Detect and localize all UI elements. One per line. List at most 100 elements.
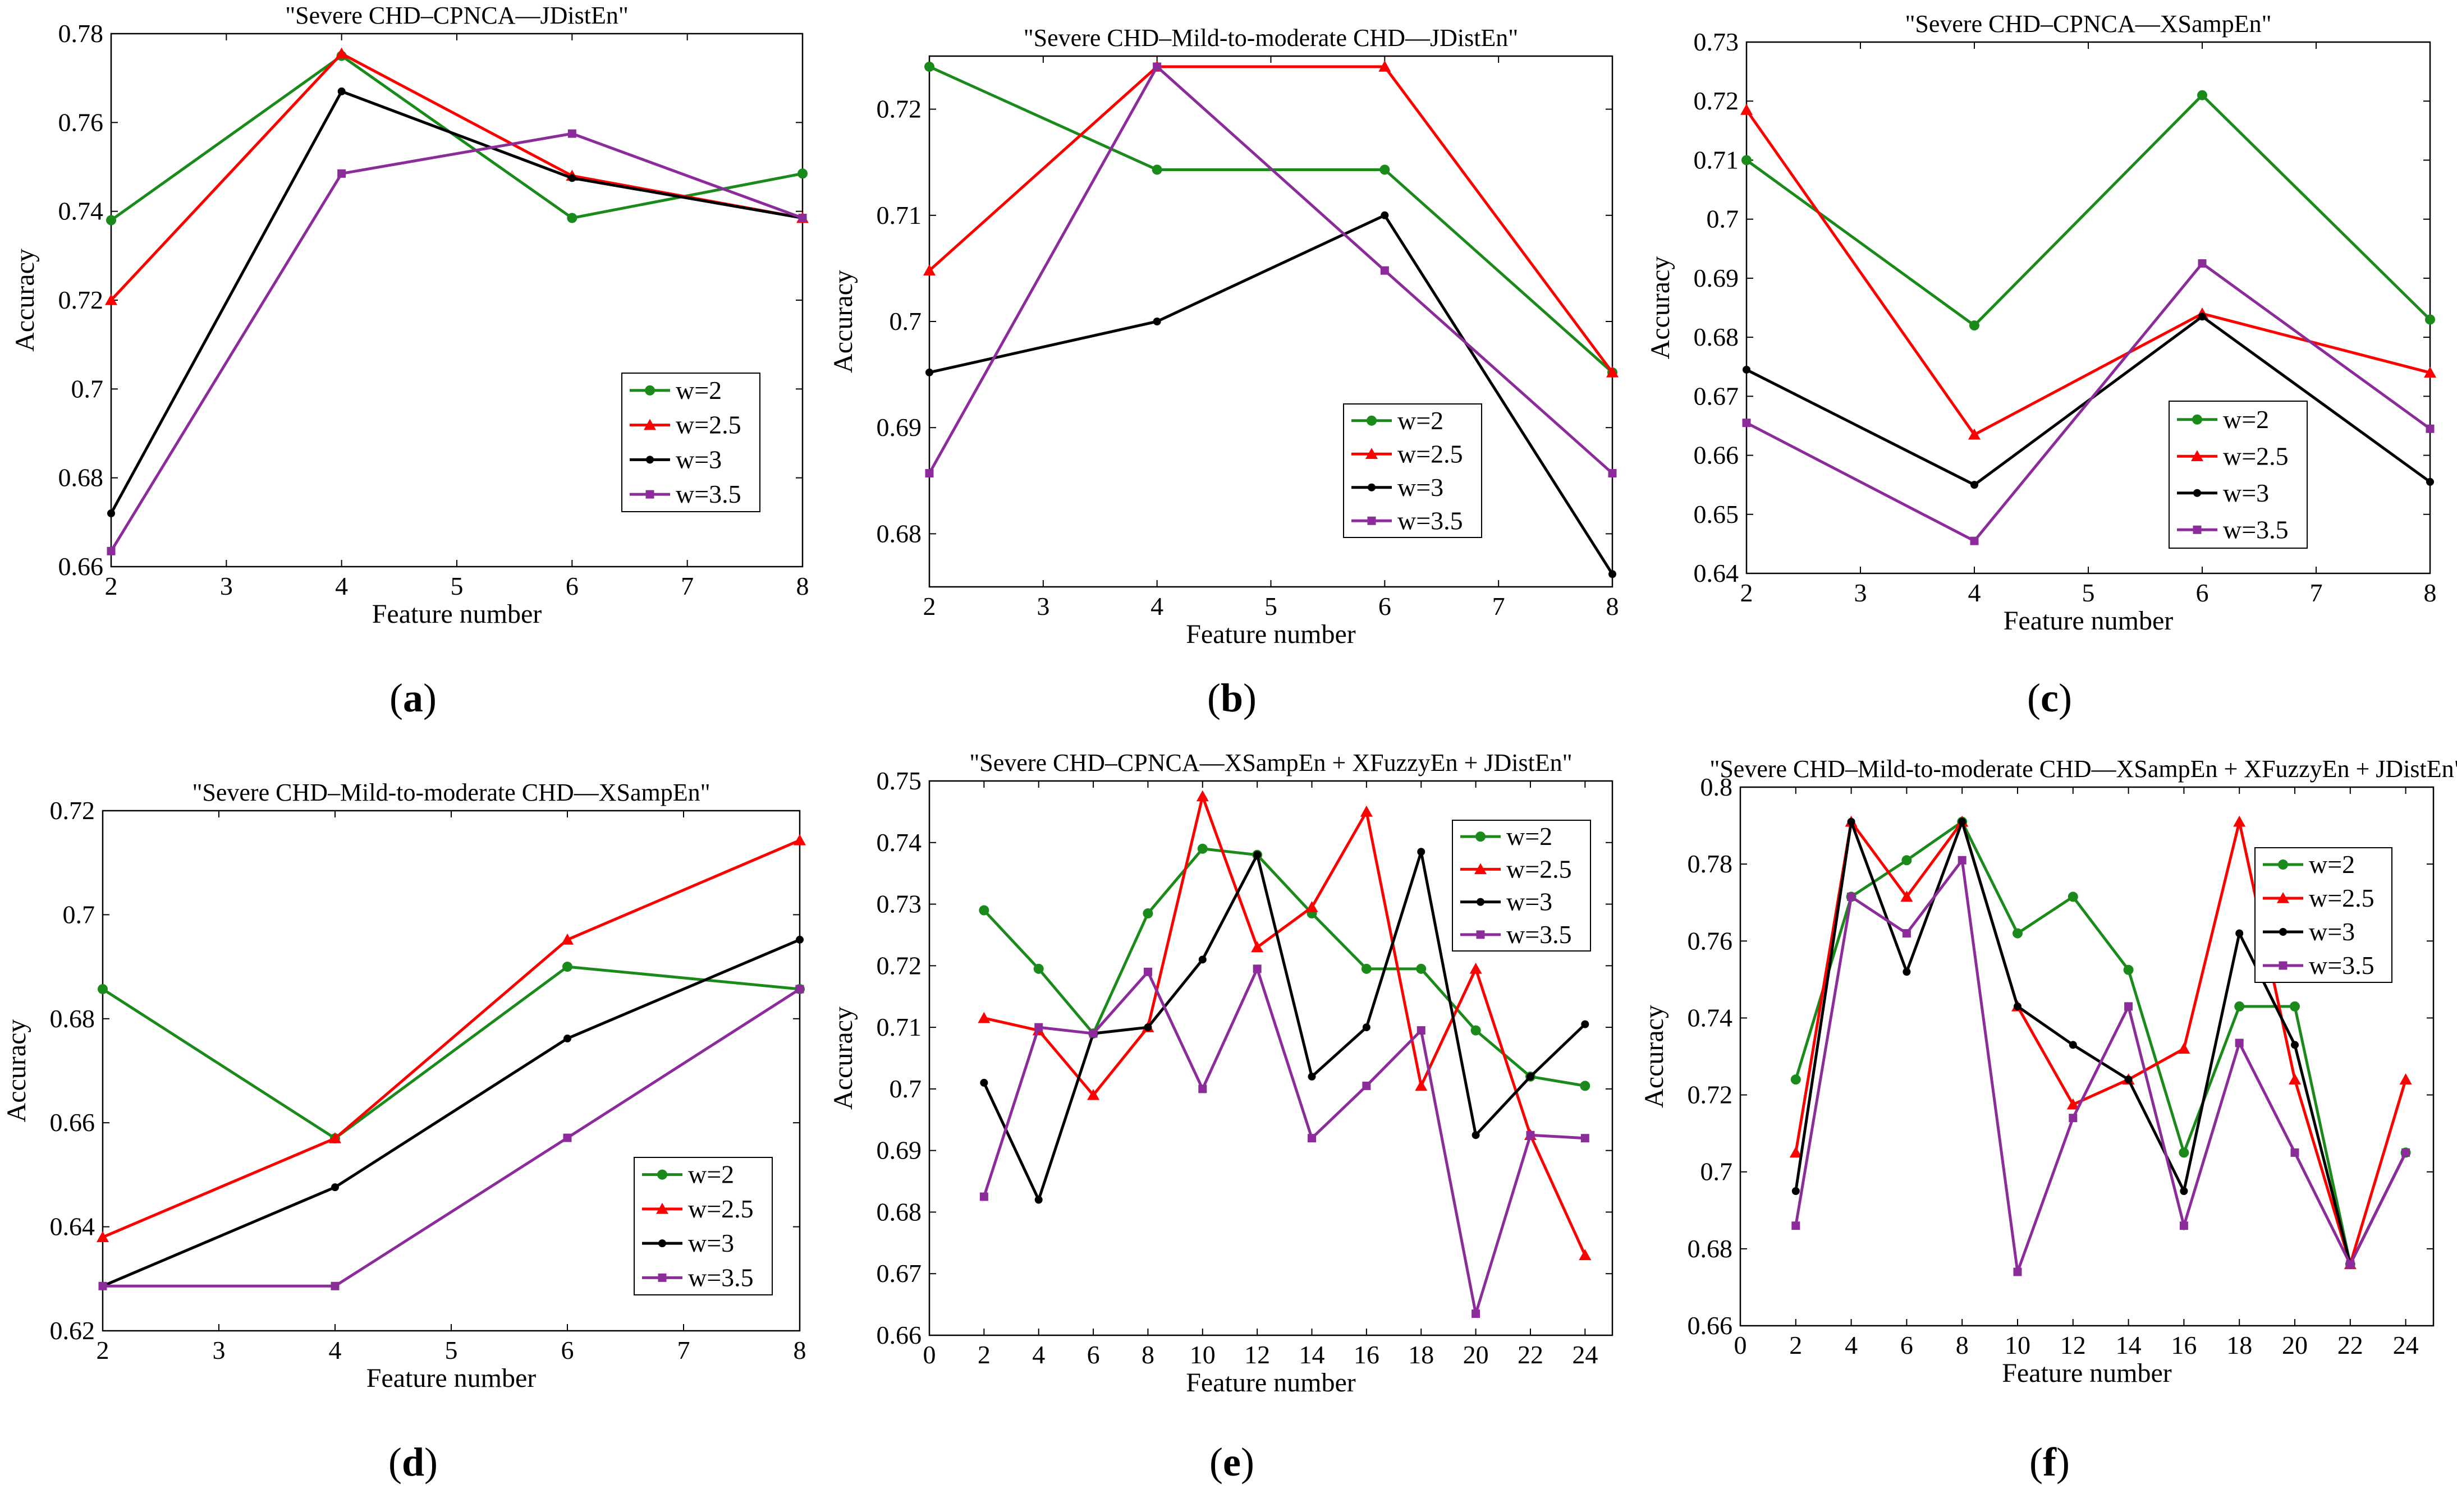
data-point — [1608, 469, 1617, 478]
y-tick-label: 0.66 — [1694, 441, 1739, 470]
data-point — [563, 1035, 571, 1043]
x-tick-label: 7 — [681, 572, 694, 600]
data-point — [1900, 890, 1913, 902]
y-tick-label: 0.72 — [50, 796, 95, 825]
y-tick-label: 0.74 — [58, 197, 104, 226]
chart-panel-b: 2 3 4 5 6 7 8 0.68 0.69 0.7 0.71 0.72 "Severe CHD–Mi… — [828, 24, 1619, 720]
data-point — [2179, 1221, 2188, 1230]
legend-label: w=2 — [1506, 822, 1552, 851]
legend-box — [621, 373, 760, 512]
y-tick-label: 0.68 — [58, 463, 104, 492]
data-point — [979, 1192, 988, 1201]
legend-label: w=2 — [2309, 850, 2355, 879]
x-tick-label: 6 — [566, 572, 579, 600]
y-tick-label: 0.73 — [1694, 27, 1739, 56]
legend-label: w=2.5 — [1397, 439, 1463, 468]
data-point — [2123, 964, 2134, 975]
legend-label: w=2.5 — [688, 1194, 754, 1223]
y-tick-label: 0.67 — [877, 1259, 922, 1288]
x-tick-label: 24 — [1572, 1340, 1598, 1369]
panel-caption-paren-open: ( — [2027, 675, 2041, 720]
data-point — [1742, 419, 1751, 428]
data-point — [2401, 1148, 2410, 1157]
series-line — [1794, 820, 2407, 1269]
data-point — [1198, 955, 1207, 964]
data-point — [1034, 1196, 1043, 1204]
data-point — [2233, 815, 2246, 827]
y-tick-label: 0.7 — [63, 900, 95, 929]
data-point — [1970, 481, 1978, 489]
y-tick-label: 0.78 — [58, 19, 104, 48]
data-point — [1958, 817, 1966, 826]
panel-caption-paren-open: ( — [1207, 675, 1221, 720]
data-point — [2197, 90, 2207, 100]
y-tick-label: 0.78 — [1688, 849, 1733, 878]
legend-marker — [2278, 860, 2288, 870]
data-point — [1580, 1081, 1590, 1091]
series-line — [102, 839, 800, 1239]
data-point — [1472, 1131, 1480, 1139]
x-tick-label: 20 — [2282, 1331, 2308, 1359]
data-point — [1741, 155, 1752, 166]
series-line — [928, 65, 1614, 374]
data-point — [2124, 1002, 2133, 1011]
x-tick-label: 8 — [796, 572, 809, 600]
series-w=2.5 — [1740, 104, 2436, 440]
legend-box — [2254, 847, 2392, 983]
legend-marker — [658, 1273, 667, 1282]
data-point — [2234, 1001, 2245, 1012]
data-point — [2069, 1114, 2078, 1123]
legend-marker — [2279, 961, 2288, 970]
data-point — [1416, 963, 1427, 974]
legend-marker — [656, 1202, 668, 1214]
x-tick-label: 4 — [1032, 1340, 1045, 1369]
data-point — [2424, 366, 2436, 378]
y-tick-label: 0.69 — [877, 1136, 922, 1165]
legend-label: w=2 — [2223, 405, 2269, 434]
data-point — [337, 169, 346, 178]
series-w=2.5 — [923, 60, 1619, 378]
x-axis-label: Feature number — [1186, 619, 1356, 649]
legend-label: w=3.5 — [1397, 506, 1463, 535]
legend-label: w=3 — [1397, 473, 1443, 502]
x-axis-label: Feature number — [366, 1363, 537, 1393]
y-axis-label: Accuracy — [10, 249, 40, 352]
data-point — [1417, 848, 1425, 856]
data-point — [2426, 424, 2435, 433]
data-point — [798, 214, 807, 223]
panel-caption-paren-open: ( — [388, 1440, 402, 1485]
series-line — [109, 132, 803, 552]
legend-marker — [1367, 516, 1376, 525]
y-tick-label: 0.69 — [1694, 264, 1739, 292]
y-tick-label: 0.71 — [877, 1013, 922, 1041]
data-point — [2290, 1148, 2299, 1157]
legend-marker — [2193, 525, 2202, 534]
x-axis-label: Feature number — [1186, 1368, 1356, 1398]
y-tick-label: 0.76 — [58, 108, 104, 136]
panel-caption-letter: c — [2041, 675, 2059, 720]
series-w=3 — [925, 211, 1616, 578]
x-tick-label: 14 — [1299, 1340, 1325, 1369]
series-line — [109, 89, 803, 514]
x-tick-label: 22 — [1518, 1340, 1543, 1369]
panel-caption-paren-close: ) — [423, 675, 437, 720]
legend-label: w=3 — [688, 1229, 734, 1257]
data-point — [1197, 843, 1208, 854]
x-tick-label: 6 — [1378, 592, 1391, 621]
data-point — [978, 1012, 991, 1023]
x-tick-label: 12 — [2060, 1331, 2086, 1359]
x-tick-label: 0 — [1734, 1331, 1747, 1359]
data-point — [1579, 1249, 1592, 1261]
y-tick-label: 0.73 — [877, 890, 922, 918]
panel-caption-paren-open: ( — [389, 675, 403, 720]
y-axis-label: Accuracy — [1645, 256, 1675, 360]
data-point — [2013, 928, 2023, 939]
data-point — [2069, 1041, 2077, 1049]
panel-caption-letter: d — [402, 1440, 424, 1485]
data-point — [2198, 312, 2206, 321]
legend-marker — [646, 456, 654, 464]
y-tick-label: 0.74 — [877, 828, 922, 857]
series-line — [1794, 856, 2407, 1272]
x-tick-label: 5 — [451, 572, 464, 600]
x-tick-label: 8 — [2424, 578, 2437, 607]
